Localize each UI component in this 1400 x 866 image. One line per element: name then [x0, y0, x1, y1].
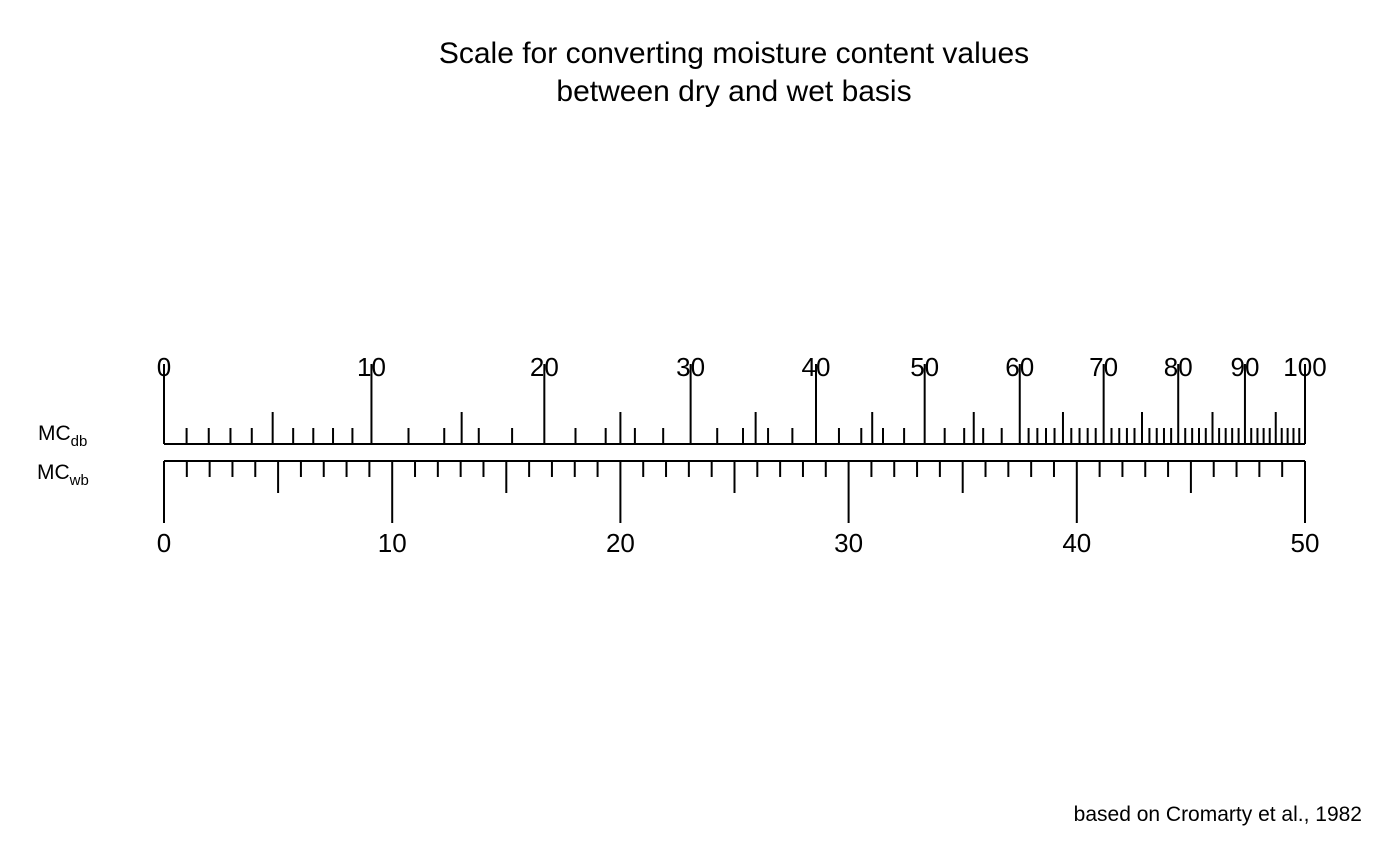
- db-tick-label: 60: [1005, 352, 1034, 382]
- db-tick-label: 40: [802, 352, 831, 382]
- wb-axis-name: MCwb: [37, 461, 89, 489]
- db-axis-name: MCdb: [38, 422, 87, 450]
- wb-ticks: [163, 461, 1306, 523]
- db-scale: 0 10 20 30 40 50 60 70 80 90 100 MCdb: [38, 352, 1327, 450]
- wb-tick-labels: 0 10 20 30 40 50: [157, 528, 1320, 558]
- db-tick-label: 10: [357, 352, 386, 382]
- db-tick-labels: 0 10 20 30 40 50 60 70 80 90 100: [157, 352, 1327, 382]
- db-tick-label: 80: [1164, 352, 1193, 382]
- wb-tick-label: 50: [1291, 528, 1320, 558]
- wb-tick-label: 40: [1062, 528, 1091, 558]
- db-tick-label: 90: [1230, 352, 1259, 382]
- wb-tick-label: 30: [834, 528, 863, 558]
- chart-title-line-2: between dry and wet basis: [556, 75, 911, 108]
- wb-scale: 0 10 20 30 40 50 MCwb: [37, 460, 1320, 558]
- db-tick-label: 0: [157, 352, 171, 382]
- wb-tick-label: 20: [606, 528, 635, 558]
- wb-tick-label: 10: [378, 528, 407, 558]
- db-tick-label: 20: [530, 352, 559, 382]
- wb-tick-label: 0: [157, 528, 171, 558]
- db-ticks: [163, 364, 1306, 444]
- db-tick-label: 50: [910, 352, 939, 382]
- db-tick-label: 70: [1089, 352, 1118, 382]
- db-tick-label: 30: [676, 352, 705, 382]
- db-tick-label: 100: [1283, 352, 1326, 382]
- source-credit: based on Cromarty et al., 1982: [1074, 803, 1362, 826]
- chart-title-line-1: Scale for converting moisture content va…: [439, 37, 1029, 70]
